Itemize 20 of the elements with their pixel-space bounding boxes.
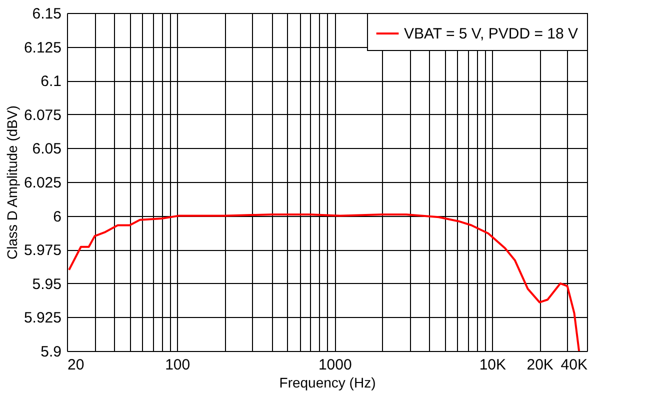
- y-tick-label: 6.05: [32, 140, 62, 158]
- y-axis-title: Class D Amplitude (dBV): [4, 105, 20, 260]
- y-tick-label: 6.15: [32, 6, 62, 22]
- y-tick-label: 6: [53, 208, 62, 226]
- y-tick-label: 5.925: [24, 310, 62, 327]
- y-tick-label: 5.95: [32, 276, 62, 293]
- x-tick-label: 40K: [560, 356, 588, 374]
- x-tick-label: 10K: [479, 356, 506, 374]
- x-tick-label: 1000: [318, 356, 352, 374]
- legend-label: VBAT = 5 V, PVDD = 18 V: [404, 26, 578, 42]
- y-tick-label: 6.075: [24, 106, 62, 124]
- x-axis-title: Frequency (Hz): [279, 374, 376, 390]
- y-tick-label: 5.975: [24, 242, 62, 260]
- x-tick-label: 20K: [526, 356, 554, 374]
- x-tick-label: 100: [165, 356, 190, 374]
- y-tick-label: 6.1: [40, 73, 62, 90]
- y-tick-label: 5.9: [40, 344, 62, 360]
- y-tick-label: 6.025: [24, 174, 62, 192]
- x-tick-label: 20: [68, 356, 84, 374]
- y-tick-label: 6.125: [24, 39, 62, 56]
